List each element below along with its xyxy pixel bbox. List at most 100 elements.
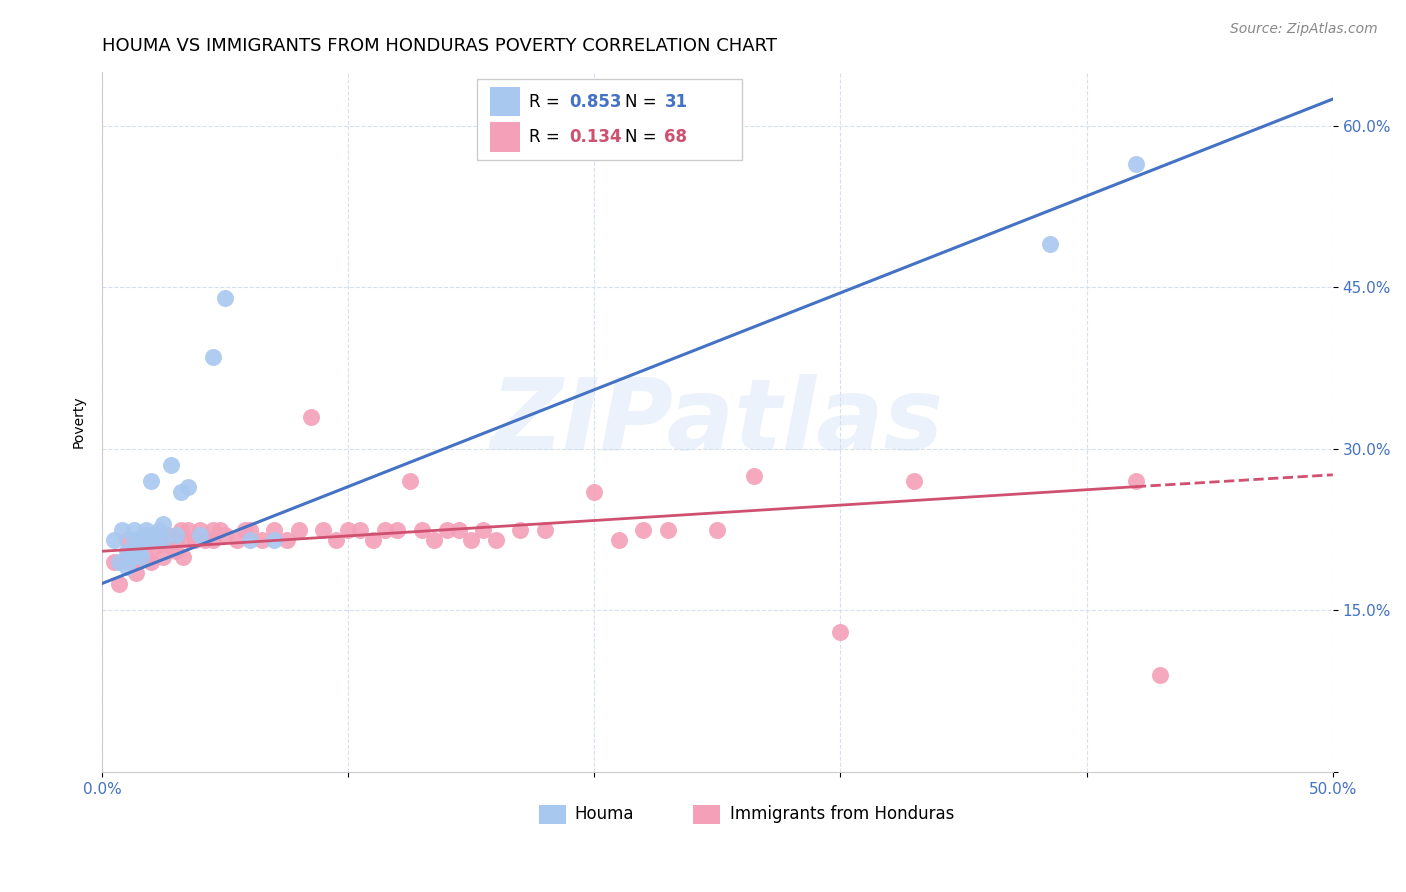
Point — [742, 469, 765, 483]
Point — [120, 549, 142, 564]
FancyBboxPatch shape — [477, 79, 742, 160]
Point — [135, 533, 157, 548]
Point — [145, 539, 167, 553]
Point — [201, 523, 224, 537]
Point — [157, 528, 180, 542]
Point — [145, 533, 167, 548]
Point — [135, 528, 157, 542]
Point — [288, 523, 311, 537]
Point — [165, 544, 187, 558]
Point — [583, 485, 606, 500]
Point — [132, 533, 155, 548]
Point — [190, 528, 212, 542]
Y-axis label: Poverty: Poverty — [72, 396, 86, 449]
Point — [214, 291, 236, 305]
Point — [312, 523, 335, 537]
Point — [170, 523, 193, 537]
Point — [135, 549, 157, 564]
Text: HOUMA VS IMMIGRANTS FROM HONDURAS POVERTY CORRELATION CHART: HOUMA VS IMMIGRANTS FROM HONDURAS POVERT… — [101, 37, 778, 55]
Point — [108, 555, 131, 569]
Point — [233, 523, 256, 537]
Point — [139, 475, 162, 489]
Point — [226, 533, 249, 548]
Point — [411, 523, 433, 537]
Point — [263, 523, 285, 537]
Point — [165, 528, 187, 542]
Point — [122, 523, 145, 537]
Point — [128, 533, 150, 548]
FancyBboxPatch shape — [693, 805, 720, 824]
Point — [201, 351, 224, 365]
Point — [337, 523, 360, 537]
Point — [115, 549, 138, 564]
Point — [120, 555, 142, 569]
Point — [135, 523, 157, 537]
Point — [129, 549, 152, 564]
FancyBboxPatch shape — [489, 122, 520, 152]
Point — [436, 523, 458, 537]
Point — [177, 480, 200, 494]
Point — [128, 544, 150, 558]
Point — [830, 625, 852, 640]
Point — [657, 523, 679, 537]
Point — [103, 533, 125, 548]
FancyBboxPatch shape — [489, 87, 520, 116]
Point — [115, 544, 138, 558]
Point — [177, 533, 200, 548]
Point — [706, 523, 728, 537]
Point — [194, 533, 217, 548]
Point — [165, 533, 187, 548]
Text: 31: 31 — [665, 93, 688, 111]
Point — [250, 533, 273, 548]
Text: Source: ZipAtlas.com: Source: ZipAtlas.com — [1230, 22, 1378, 37]
Point — [903, 475, 925, 489]
Point — [160, 458, 183, 472]
Point — [276, 533, 298, 548]
Point — [108, 576, 131, 591]
Point — [132, 528, 155, 542]
Point — [209, 523, 232, 537]
Point — [115, 560, 138, 574]
Point — [374, 523, 396, 537]
Point — [170, 485, 193, 500]
Point — [115, 533, 138, 548]
Point — [472, 523, 495, 537]
Point — [122, 533, 145, 548]
Point — [460, 533, 482, 548]
Point — [190, 523, 212, 537]
Point — [239, 523, 262, 537]
Point — [423, 533, 446, 548]
Point — [139, 533, 162, 548]
Point — [125, 566, 148, 580]
Text: N =: N = — [626, 93, 662, 111]
Text: Immigrants from Honduras: Immigrants from Honduras — [730, 805, 955, 823]
Point — [160, 539, 183, 553]
Point — [1125, 475, 1147, 489]
Text: N =: N = — [626, 128, 662, 146]
Point — [534, 523, 557, 537]
Point — [361, 533, 384, 548]
Point — [139, 528, 162, 542]
Point — [110, 523, 132, 537]
Text: R =: R = — [529, 93, 565, 111]
Point — [1125, 156, 1147, 170]
Point — [607, 533, 630, 548]
Point — [152, 533, 174, 548]
Point — [148, 523, 170, 537]
Point — [485, 533, 508, 548]
Point — [201, 533, 224, 548]
Point — [122, 544, 145, 558]
Point — [172, 549, 194, 564]
Point — [152, 517, 174, 532]
Point — [349, 523, 371, 537]
Text: R =: R = — [529, 128, 565, 146]
Point — [1149, 668, 1171, 682]
Text: 0.134: 0.134 — [569, 128, 623, 146]
Point — [145, 528, 167, 542]
Point — [177, 523, 200, 537]
Point — [128, 549, 150, 564]
Text: Houma: Houma — [575, 805, 634, 823]
Point — [325, 533, 347, 548]
Point — [239, 533, 262, 548]
Point — [299, 409, 322, 424]
